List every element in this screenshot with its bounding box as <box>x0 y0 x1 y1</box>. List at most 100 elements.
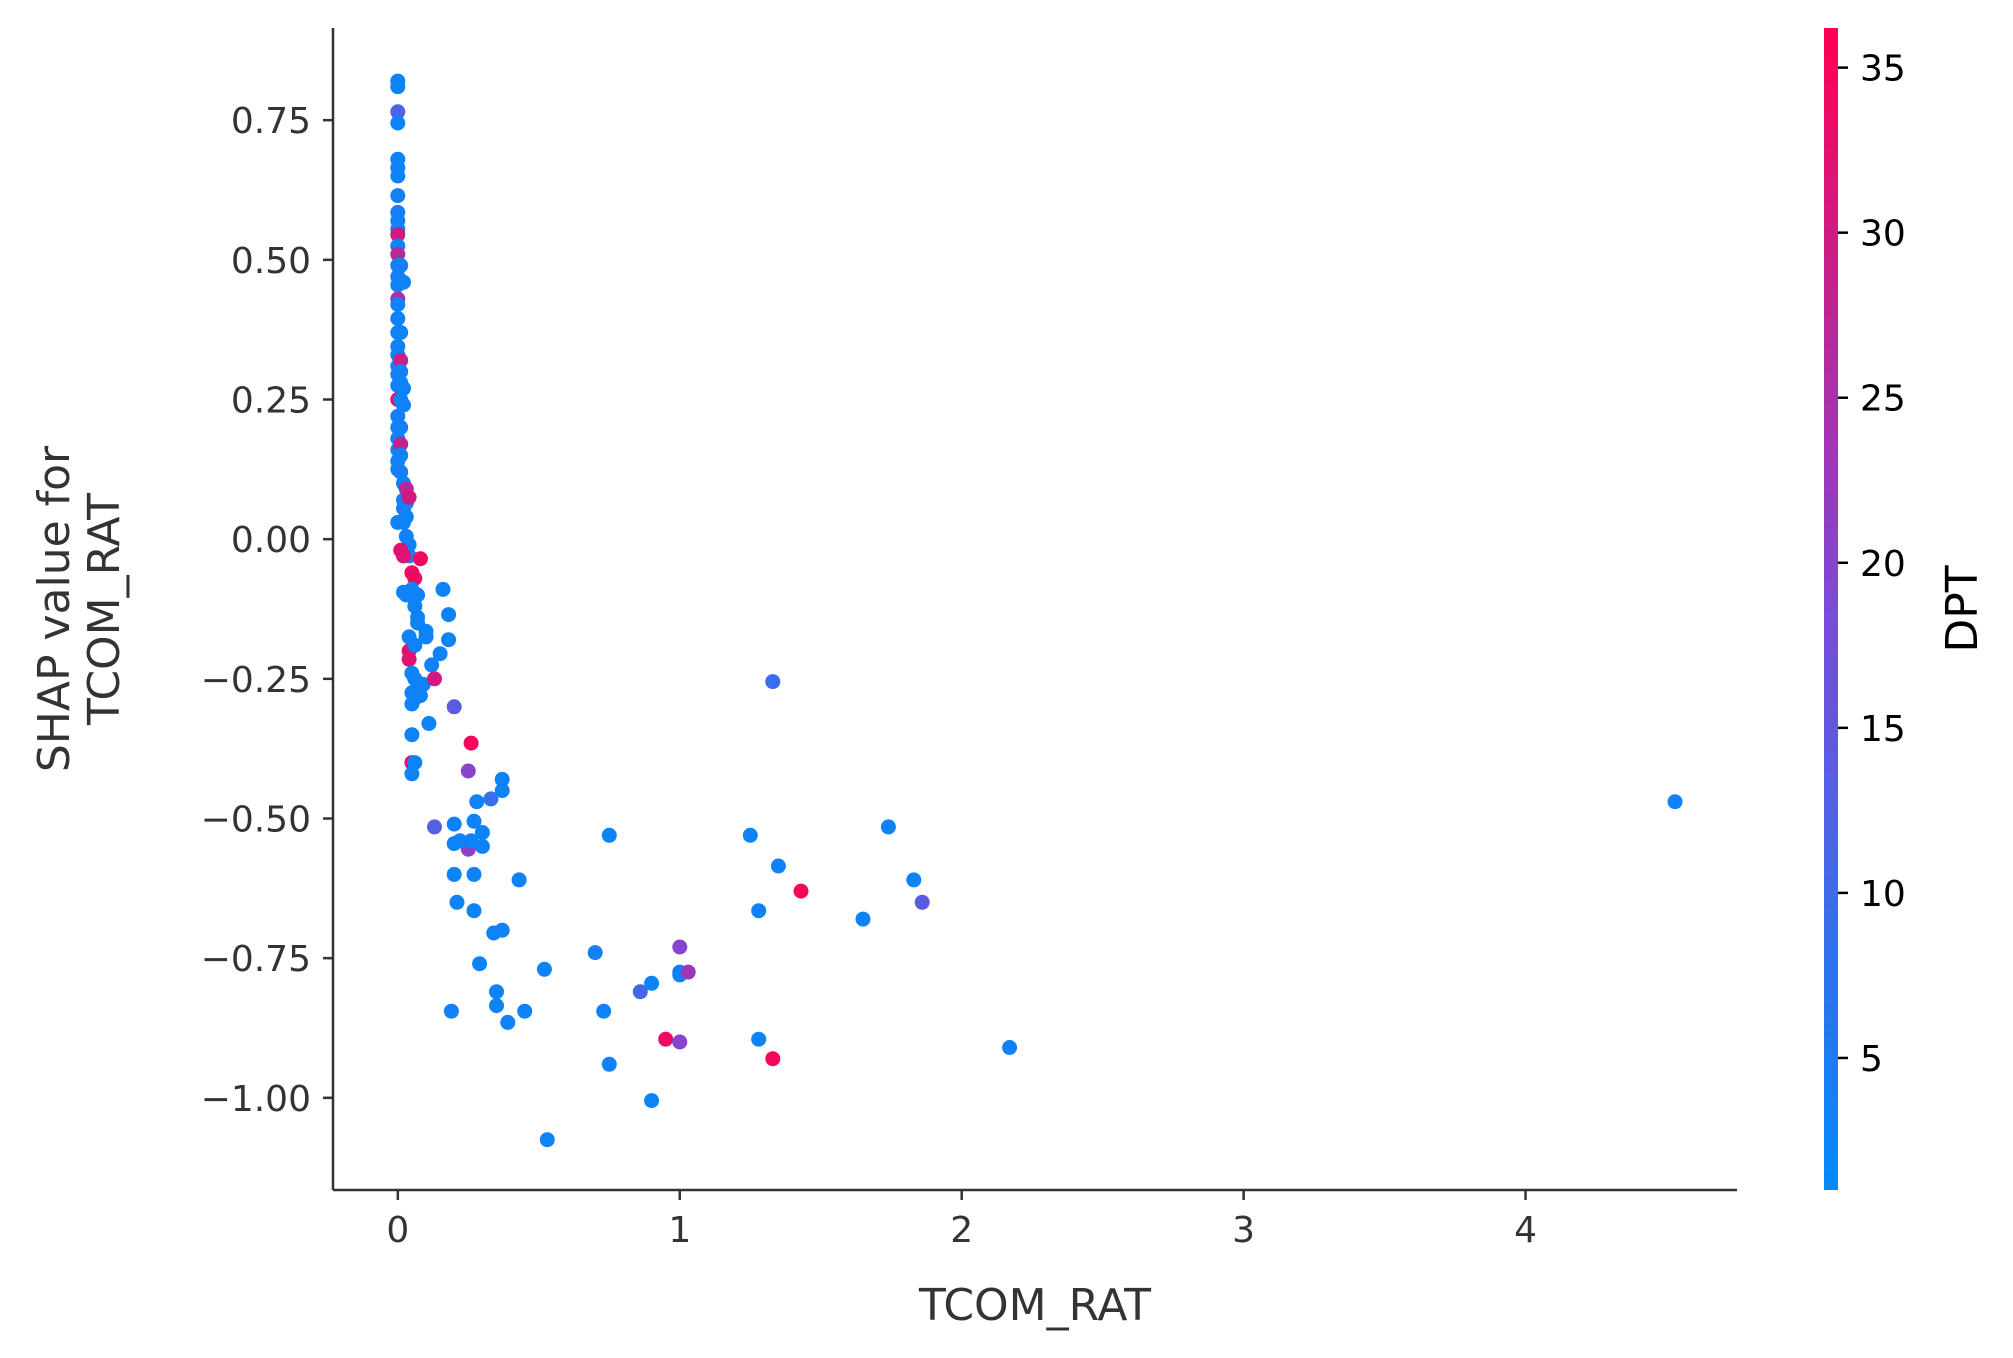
data-point-147 <box>855 911 871 927</box>
data-point-54 <box>398 509 414 525</box>
y-tick-label: 0.75 <box>231 101 311 142</box>
y-axis-ticks: −1.00 −0.75 −0.50 −0.25 0.00 0.25 0.50 0.75 <box>201 101 333 1120</box>
data-point-96 <box>446 699 462 715</box>
data-point-114 <box>449 894 465 910</box>
data-point-81 <box>415 676 431 692</box>
data-point-130 <box>601 1056 617 1072</box>
data-point-104 <box>463 833 479 849</box>
data-point-146 <box>793 883 809 899</box>
data-point-68 <box>410 587 426 603</box>
data-point-125 <box>536 961 552 977</box>
data-point-43 <box>393 464 409 480</box>
data-point-101 <box>446 816 462 832</box>
data-point-109 <box>483 791 499 807</box>
data-point-110 <box>494 771 510 787</box>
data-point-19 <box>390 311 406 326</box>
data-point-56 <box>401 489 417 505</box>
colorbar-tick-label: 30 <box>1860 214 1906 255</box>
data-point-141 <box>751 903 767 919</box>
data-point-11 <box>390 227 406 243</box>
data-point-6 <box>390 168 406 184</box>
data-point-139 <box>680 964 696 980</box>
colorbar-tick-label: 5 <box>1860 1039 1883 1080</box>
data-point-33 <box>393 257 409 273</box>
y-tick-label: −1.00 <box>201 1079 311 1120</box>
data-point-112 <box>446 866 462 882</box>
data-point-129 <box>601 827 617 843</box>
data-point-36 <box>393 352 409 368</box>
data-point-18 <box>390 297 406 312</box>
data-point-76 <box>407 637 423 653</box>
y-axis-title-line-2: TCOM_RAT <box>79 493 130 726</box>
x-tick-label: 2 <box>950 1210 973 1251</box>
data-point-100 <box>427 819 442 835</box>
data-point-92 <box>435 581 451 597</box>
data-points <box>390 73 1683 1148</box>
data-point-121 <box>489 984 504 1000</box>
data-point-73 <box>401 651 417 667</box>
data-point-133 <box>644 1093 660 1109</box>
data-point-111 <box>494 783 510 799</box>
data-point-88 <box>421 716 437 731</box>
data-point-2 <box>390 104 406 120</box>
data-point-152 <box>1667 794 1683 810</box>
data-point-62 <box>396 548 411 564</box>
y-tick-label: −0.75 <box>201 939 311 980</box>
data-point-37 <box>393 364 409 380</box>
data-point-113 <box>466 866 482 882</box>
data-point-105 <box>469 794 485 810</box>
data-point-93 <box>441 607 457 623</box>
colorbar-title: DPT <box>1937 565 1988 652</box>
data-point-86 <box>404 696 420 712</box>
data-point-91 <box>404 766 420 782</box>
data-point-77 <box>424 657 440 673</box>
data-point-94 <box>441 632 457 648</box>
data-point-119 <box>472 956 488 972</box>
colorbar-tick-label: 35 <box>1860 49 1906 90</box>
data-point-41 <box>393 436 409 452</box>
data-point-151 <box>1002 1040 1018 1055</box>
x-tick-label: 3 <box>1232 1210 1255 1251</box>
data-point-75 <box>418 629 434 645</box>
data-point-7 <box>390 188 406 204</box>
data-point-149 <box>906 872 922 888</box>
colorbar-tick-label: 15 <box>1860 709 1906 750</box>
data-point-145 <box>770 858 786 874</box>
data-point-3 <box>390 115 406 131</box>
data-point-126 <box>539 1132 555 1148</box>
data-point-134 <box>658 1031 674 1047</box>
data-point-124 <box>517 1003 533 1019</box>
data-point-95 <box>432 646 448 662</box>
data-point-128 <box>596 1003 612 1019</box>
data-point-138 <box>672 1034 688 1050</box>
data-point-140 <box>742 827 758 843</box>
data-point-143 <box>765 1051 781 1067</box>
data-point-82 <box>427 671 442 687</box>
data-point-1 <box>390 79 406 95</box>
data-point-118 <box>511 872 527 888</box>
data-point-120 <box>443 1003 459 1019</box>
x-tick-label: 1 <box>668 1210 691 1251</box>
y-tick-label: −0.50 <box>201 799 311 840</box>
data-point-35 <box>393 325 409 340</box>
data-point-65 <box>412 551 428 567</box>
data-point-150 <box>914 894 930 910</box>
data-point-144 <box>765 674 781 690</box>
data-point-103 <box>452 833 468 849</box>
data-point-67 <box>407 598 423 614</box>
y-axis-title-line-1: SHAP value for <box>29 445 80 772</box>
data-point-98 <box>460 763 476 779</box>
data-point-107 <box>474 825 490 840</box>
data-point-131 <box>632 984 648 1000</box>
data-point-127 <box>587 945 603 961</box>
data-point-108 <box>474 838 490 854</box>
y-tick-label: 0.00 <box>231 520 311 561</box>
colorbar-ticks: 5 10 15 20 25 30 35 <box>1838 49 1906 1080</box>
data-point-87 <box>404 727 420 743</box>
x-tick-label: 0 <box>386 1210 409 1251</box>
data-point-115 <box>466 903 482 919</box>
colorbar-tick-label: 20 <box>1860 544 1906 585</box>
data-point-142 <box>751 1031 767 1047</box>
data-point-106 <box>466 813 482 829</box>
